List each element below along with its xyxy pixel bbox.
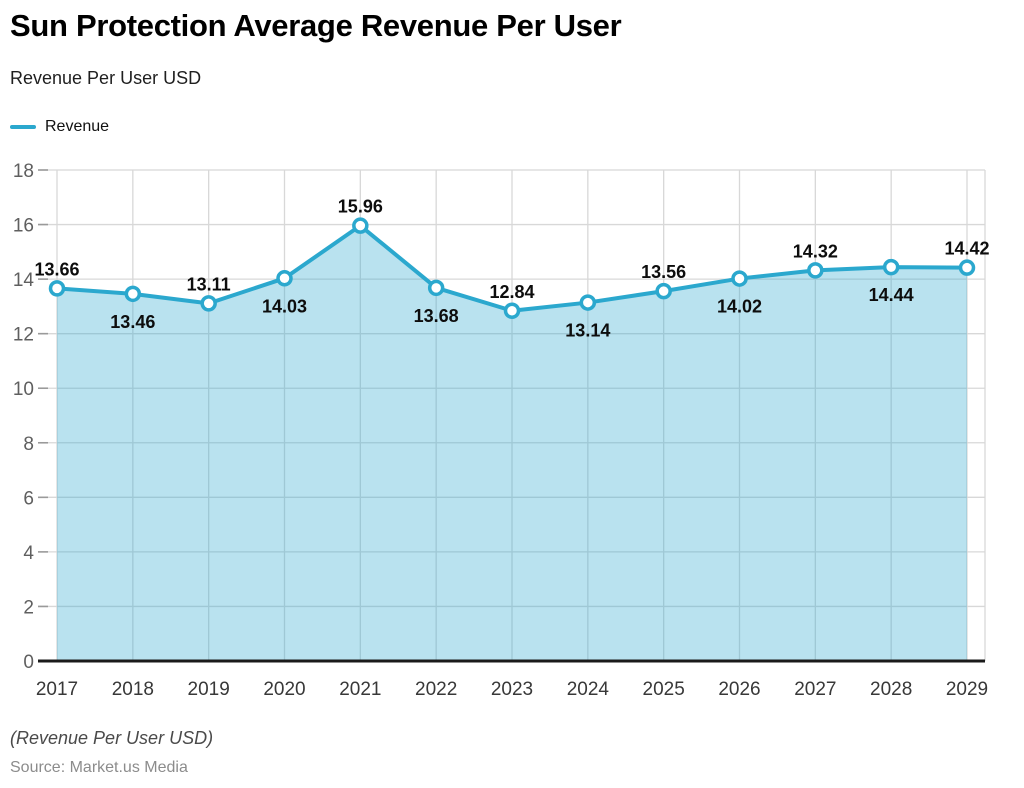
y-tick-label: 14 bbox=[13, 270, 35, 291]
legend: Revenue bbox=[10, 116, 109, 138]
y-tick-label: 0 bbox=[23, 652, 34, 673]
data-point-marker bbox=[427, 279, 445, 297]
area-fill bbox=[57, 225, 967, 661]
y-tick-label: 4 bbox=[23, 543, 34, 564]
x-tick-label: 2018 bbox=[112, 679, 154, 700]
x-tick-label: 2026 bbox=[718, 679, 760, 700]
data-point-marker bbox=[48, 280, 66, 297]
legend-label: Revenue bbox=[45, 118, 110, 135]
data-point-label: 14.02 bbox=[717, 297, 762, 317]
data-point-marker bbox=[579, 294, 597, 311]
data-point-marker bbox=[958, 259, 976, 276]
data-point-marker bbox=[200, 295, 217, 312]
x-tick-label: 2022 bbox=[415, 679, 457, 700]
y-tick-label: 2 bbox=[23, 597, 34, 618]
data-point-label: 15.96 bbox=[338, 197, 383, 217]
data-point-marker bbox=[124, 285, 142, 303]
data-point-marker bbox=[503, 302, 521, 320]
data-point-marker bbox=[807, 262, 824, 279]
x-tick-label: 2019 bbox=[188, 679, 230, 700]
data-point-marker bbox=[731, 270, 748, 287]
source-credit: Source: Market.us Media bbox=[10, 759, 188, 776]
x-tick-label: 2020 bbox=[263, 679, 305, 700]
data-point-label: 14.32 bbox=[793, 241, 838, 261]
data-point-label: 13.11 bbox=[187, 274, 231, 294]
x-tick-label: 2024 bbox=[567, 679, 610, 700]
legend-line-swatch bbox=[10, 125, 36, 129]
data-point-label: 13.46 bbox=[110, 312, 155, 332]
y-tick-label: 6 bbox=[23, 488, 34, 509]
data-point-label: 13.68 bbox=[414, 306, 459, 326]
data-point-marker bbox=[276, 270, 293, 287]
data-point-marker bbox=[882, 258, 900, 276]
y-tick-label: 16 bbox=[13, 216, 34, 237]
data-point-label: 14.03 bbox=[262, 296, 307, 316]
x-tick-label: 2025 bbox=[643, 679, 685, 700]
data-point-label: 12.84 bbox=[489, 282, 534, 302]
data-point-label: 14.44 bbox=[869, 285, 914, 305]
axis-note: (Revenue Per User USD) bbox=[10, 728, 214, 748]
data-point-label: 13.66 bbox=[34, 259, 79, 279]
y-tick-label: 18 bbox=[13, 161, 34, 182]
x-tick-label: 2023 bbox=[491, 679, 533, 700]
x-tick-label: 2021 bbox=[339, 679, 381, 700]
data-point-marker bbox=[655, 282, 672, 300]
data-point-label: 13.56 bbox=[641, 262, 686, 282]
data-point-marker bbox=[352, 217, 369, 234]
data-point-label: 13.14 bbox=[565, 321, 610, 341]
y-tick-label: 8 bbox=[23, 434, 34, 455]
x-tick-label: 2027 bbox=[794, 679, 836, 700]
x-tick-label: 2029 bbox=[946, 679, 988, 700]
area-chart-plot: 0 2 4 6 8 10 12 14 16 18 13.66 13.46 13.11 14.03 15.96… bbox=[0, 150, 1024, 710]
x-tick-label: 2028 bbox=[870, 679, 912, 700]
chart-subtitle: Revenue Per User USD bbox=[10, 68, 202, 88]
y-tick-label: 12 bbox=[13, 325, 34, 346]
data-point-label: 14.42 bbox=[944, 239, 989, 259]
chart-title: Sun Protection Average Revenue Per User bbox=[10, 8, 622, 43]
y-tick-label: 10 bbox=[13, 379, 34, 400]
x-tick-label: 2017 bbox=[36, 679, 78, 700]
